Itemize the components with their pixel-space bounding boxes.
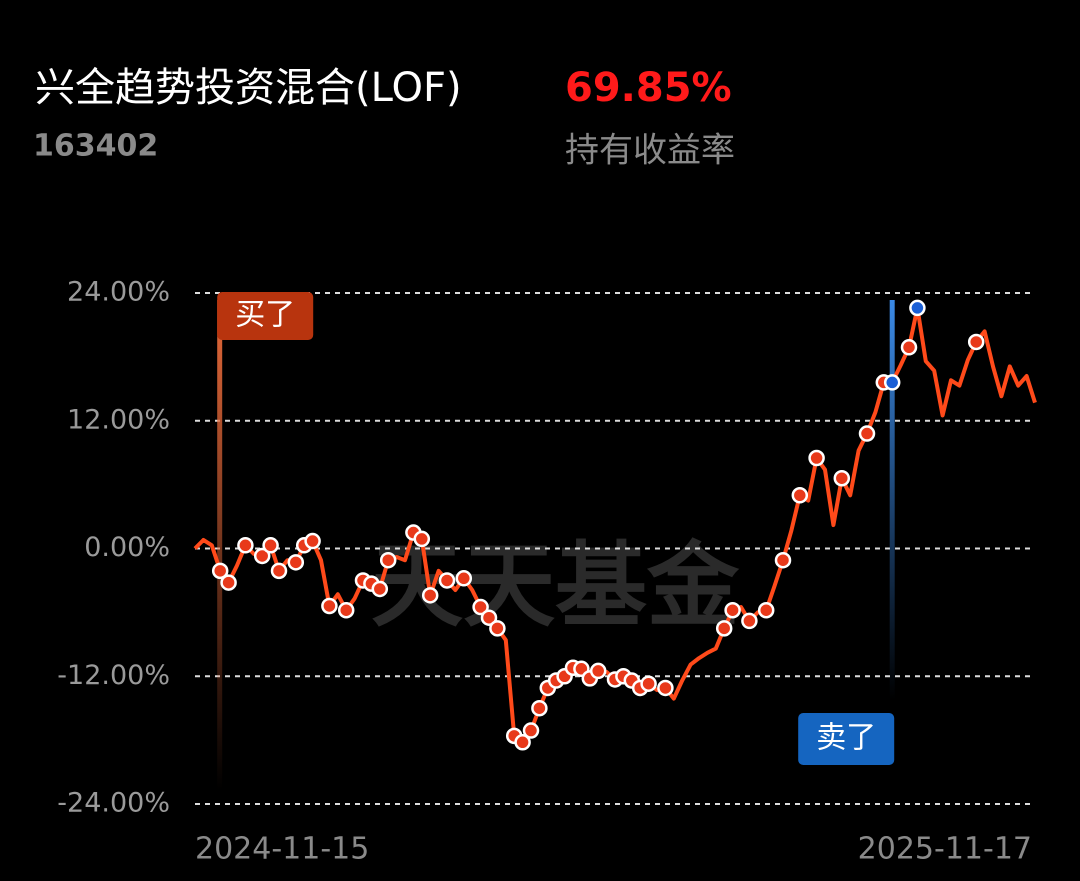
- trade-marker: [808, 449, 825, 467]
- trade-marker: [321, 597, 338, 615]
- trade-marker: [833, 469, 851, 487]
- return-label: 持有收益率: [565, 131, 735, 171]
- trade-marker: [211, 562, 229, 580]
- trade-marker: [724, 601, 741, 619]
- trade-marker: [967, 333, 985, 351]
- y-tick-label: 24.00%: [67, 277, 170, 308]
- trade-marker: [522, 722, 540, 739]
- trade-marker: [589, 662, 607, 680]
- trade-marker: [909, 299, 926, 317]
- trade-marker: [883, 374, 901, 391]
- trade-marker: [337, 601, 355, 619]
- trade-marker: [270, 562, 288, 580]
- fund-code: 163402: [33, 129, 158, 164]
- trade-marker: [237, 537, 254, 554]
- y-tick-label: 0.00%: [84, 532, 170, 563]
- trade-marker: [531, 699, 548, 717]
- trade-marker: [413, 530, 431, 548]
- buy-line: [217, 300, 223, 790]
- sell-label: 卖了: [816, 721, 876, 756]
- x-tick-label: 2025-11-17: [858, 832, 1032, 867]
- trade-marker: [514, 734, 531, 751]
- trade-marker: [472, 598, 489, 616]
- return-value: 69.85%: [565, 65, 732, 111]
- trade-marker: [438, 572, 456, 589]
- x-tick-label: 2024-11-15: [195, 832, 369, 867]
- trade-marker: [858, 425, 876, 442]
- trade-marker: [715, 620, 733, 637]
- trade-marker: [455, 570, 473, 587]
- trade-marker: [489, 620, 506, 637]
- trade-marker: [253, 547, 271, 565]
- trade-marker: [657, 679, 674, 697]
- trade-marker: [900, 339, 918, 356]
- sell-line: [889, 300, 895, 700]
- trade-marker: [304, 532, 321, 550]
- y-tick-label: -12.00%: [57, 660, 170, 691]
- trade-marker: [262, 537, 279, 554]
- title: 兴全趋势投资混合(LOF): [35, 65, 462, 111]
- trade-marker: [220, 574, 237, 591]
- buy-badge: [217, 292, 314, 340]
- y-tick-label: 12.00%: [67, 404, 170, 435]
- trade-marker: [791, 487, 809, 504]
- trade-marker: [371, 580, 389, 598]
- trade-marker: [640, 675, 657, 692]
- trade-marker: [757, 601, 775, 619]
- sell-badge: [798, 713, 895, 765]
- trade-marker: [287, 554, 305, 571]
- y-tick-label: -24.00%: [57, 788, 170, 819]
- trade-marker: [379, 551, 397, 569]
- trade-marker: [774, 551, 792, 569]
- trade-marker: [480, 609, 498, 626]
- buy-label: 买了: [235, 298, 295, 333]
- trade-marker: [421, 587, 439, 604]
- trade-marker: [741, 612, 758, 630]
